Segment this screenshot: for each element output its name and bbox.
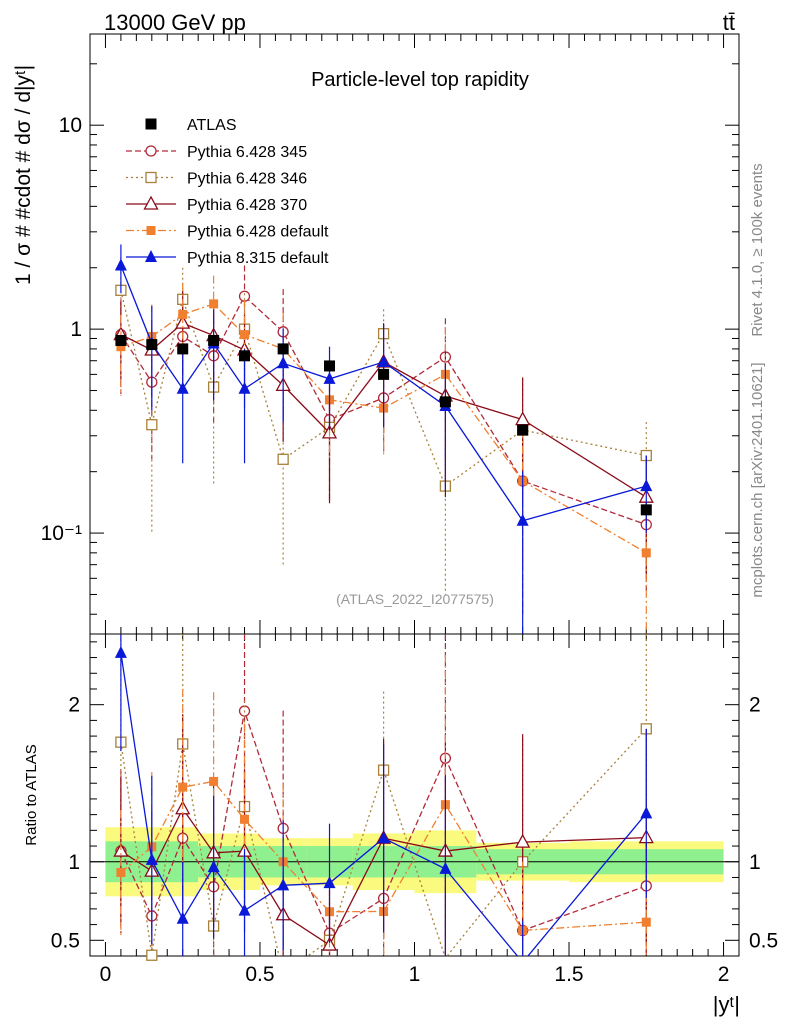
ratio-point: [178, 782, 188, 792]
main-axis-ticks: 10⁻¹ 1 10: [41, 34, 739, 634]
atlas-data-point: [115, 334, 127, 346]
main-series-layer: [113, 244, 654, 634]
series-atlas: [115, 334, 652, 516]
ratio-point: [641, 917, 651, 927]
legend-label: Pythia 6.428 default: [187, 224, 329, 241]
data-point: [516, 513, 529, 526]
y-tick-label: 1: [70, 318, 82, 341]
ratio-point: [238, 903, 251, 916]
ratio-y-axis-label: Ratio to ATLAS: [23, 744, 40, 845]
ratio-tick-label-right: 2: [749, 694, 761, 717]
legend-marker: [143, 195, 159, 210]
legend-label: Pythia 6.428 346: [187, 171, 307, 188]
ratio-point: [116, 867, 126, 877]
ratio-series-pythia-8-315-default: [114, 634, 653, 956]
atlas-data-point: [277, 343, 289, 355]
chart-title: Particle-level top rapidity: [311, 69, 529, 91]
process-label: tt̄: [723, 10, 735, 35]
ratio-series-layer: [113, 634, 654, 961]
ratio-point: [377, 831, 390, 844]
data-point: [114, 258, 127, 271]
ratio-point: [277, 878, 290, 891]
data-point: [640, 479, 653, 492]
legend-atlas-label: ATLAS: [187, 117, 237, 134]
ratio-tick-label-left: 0.5: [51, 929, 80, 952]
data-point: [176, 381, 189, 394]
ratio-point: [640, 806, 653, 819]
data-point: [277, 356, 290, 369]
ratio-axis-ticks: 0.5 0.5 1 1 2 2: [51, 634, 778, 957]
atlas-data-point: [640, 504, 652, 516]
atlas-data-point: [517, 424, 529, 436]
ratio-tick-label-right: 0.5: [749, 929, 778, 952]
ratio-tick-label-left: 1: [68, 851, 80, 874]
legend-marker: [145, 171, 157, 184]
ratio-point: [145, 852, 158, 865]
mcplots-reference-label: mcplots.cern.ch [arXiv:2401.10621]: [749, 362, 766, 597]
rivet-version-label: Rivet 4.1.0, ≥ 100k events: [749, 163, 766, 336]
x-tick-label: 1: [409, 963, 421, 986]
data-point: [377, 355, 390, 368]
ratio-tick-label-left: 2: [68, 694, 80, 717]
ratio-point: [209, 776, 219, 786]
data-point: [209, 299, 219, 309]
atlas-data-point: [378, 368, 390, 380]
atlas-data-point: [177, 343, 189, 355]
atlas-data-point: [439, 396, 451, 408]
legend-marker: [145, 250, 157, 262]
legend: ATLAS Pythia 6.428 345 Pythia 6.428 346 Pyt…: [126, 117, 329, 267]
ratio-point: [439, 861, 452, 874]
data-point: [116, 342, 126, 352]
atlas-data-point: [208, 334, 220, 346]
series-line: [120, 295, 647, 526]
y-tick-label: 10⁻¹: [41, 522, 82, 545]
legend-label: Pythia 6.428 370: [187, 197, 307, 214]
data-point: [641, 548, 651, 558]
data-point: [277, 453, 289, 465]
x-axis-label: |yᵗ|: [713, 992, 740, 1017]
atlas-data-point: [239, 350, 251, 362]
atlas-data-point: [324, 360, 336, 372]
ratio-point: [240, 814, 250, 824]
ratio-point: [323, 876, 336, 889]
data-point: [146, 419, 158, 431]
x-tick-label: 2: [718, 963, 730, 986]
ratio-panel: 0.5 0.5 1 1 2 2 Ratio to ATLAS: [23, 633, 778, 961]
y-tick-label: 10: [59, 114, 82, 137]
ratio-point: [114, 645, 127, 658]
y-axis-label: 1 / σ # #cdot # dσ / d|yᵗ|: [12, 65, 35, 285]
data-point: [238, 381, 251, 394]
x-tick-label: 0.5: [245, 963, 274, 986]
main-panel: 10⁻¹ 1 10 Particle-level top rapidity (ATL…: [12, 33, 740, 635]
ratio-point: [176, 911, 189, 924]
data-point: [240, 330, 250, 340]
data-point: [323, 371, 336, 384]
ratio-tick-label-right: 1: [749, 851, 761, 874]
legend-marker: [146, 226, 156, 235]
ratio-point: [207, 860, 220, 873]
x-tick-label: 1.5: [554, 963, 583, 986]
ratio-frame: [89, 633, 740, 957]
legend-label: Pythia 8.315 default: [187, 250, 329, 267]
x-tick-label: 0: [100, 963, 112, 986]
atlas-data-point: [146, 339, 158, 351]
x-tick-labels: 0 0.5 1 1.5 2: [100, 963, 730, 986]
ratio-point: [515, 833, 531, 848]
analysis-watermark: (ATLAS_2022_I2077575): [336, 591, 494, 607]
legend-atlas-marker: [145, 118, 157, 130]
ratio-point: [113, 842, 129, 857]
legend-label: Pythia 6.428 345: [187, 144, 307, 161]
legend-marker: [145, 145, 157, 157]
ratio-point: [146, 949, 158, 961]
energy-label: 13000 GeV pp: [104, 10, 246, 35]
data-point: [178, 309, 188, 319]
